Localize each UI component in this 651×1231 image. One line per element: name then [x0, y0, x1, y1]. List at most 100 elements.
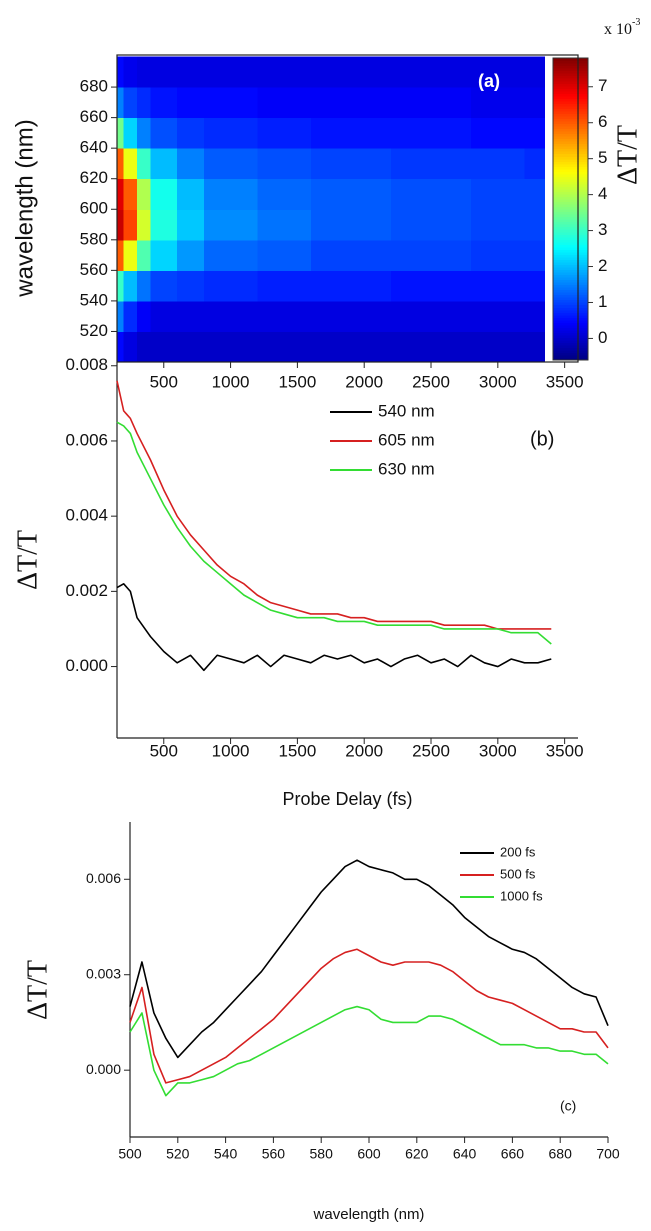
heatmap-cell: [137, 300, 151, 332]
colorbar-swatch: [553, 80, 588, 84]
heatmap-cell: [150, 331, 178, 363]
colorbar-swatch: [553, 75, 588, 79]
colorbar-swatch: [553, 83, 588, 87]
x-axis-label: wavelength (nm): [313, 1206, 425, 1223]
heatmap-cell: [310, 209, 392, 241]
colorbar-swatch: [553, 148, 588, 152]
colorbar-swatch: [553, 284, 588, 288]
heatmap-cell: [177, 117, 205, 149]
colorbar-swatch: [553, 322, 588, 326]
heatmap-cell: [203, 178, 258, 210]
colorbar-swatch: [553, 226, 588, 230]
heatmap-cell: [117, 87, 125, 119]
colorbar-swatch: [553, 324, 588, 328]
heatmap-cell: [310, 331, 392, 363]
colorbar-swatch: [553, 146, 588, 150]
colorbar-swatch: [553, 133, 588, 137]
heatmap-cell: [203, 270, 258, 302]
heatmap-cell: [203, 239, 258, 271]
y-tick-label: 0.000: [65, 656, 108, 675]
colorbar-tick-label: 7: [598, 76, 607, 95]
heatmap-cell: [177, 239, 205, 271]
heatmap-cell: [471, 239, 526, 271]
colorbar-swatch: [553, 299, 588, 303]
colorbar-swatch: [553, 352, 588, 356]
data-line: [129, 948, 609, 1084]
heatmap-cell: [123, 148, 138, 180]
colorbar-swatch: [553, 188, 588, 192]
x-tick-label: 600: [357, 1146, 381, 1162]
colorbar-swatch: [553, 292, 588, 296]
y-tick-label: 640: [80, 138, 108, 157]
colorbar-swatch: [553, 196, 588, 200]
heatmap-cell: [203, 209, 258, 241]
x-tick-label: 520: [166, 1146, 190, 1162]
y-tick-label: 520: [80, 321, 108, 340]
heatmap-cell: [471, 300, 526, 332]
heatmap-cell: [524, 117, 546, 149]
colorbar-swatch: [553, 198, 588, 203]
colorbar-frame: [552, 57, 589, 361]
colorbar-swatch: [553, 153, 588, 157]
colorbar-tick-label: 2: [598, 256, 607, 275]
x-tick-label: 3000: [479, 741, 517, 760]
colorbar-swatch: [553, 332, 588, 336]
heatmap-cell: [123, 300, 138, 332]
x-tick-label: 500: [118, 1146, 142, 1162]
colorbar-swatch: [553, 261, 588, 265]
colorbar-swatch: [553, 279, 588, 283]
colorbar-swatch: [553, 347, 588, 351]
panel-annotation: (b): [530, 428, 554, 450]
colorbar-swatch: [553, 65, 588, 69]
heatmap-cell: [471, 117, 526, 149]
colorbar-swatch: [553, 98, 588, 102]
x-tick-label: 580: [310, 1146, 334, 1162]
heatmap-cell: [524, 178, 546, 210]
heatmap-cell: [117, 148, 125, 180]
y-tick-label: 580: [80, 229, 108, 248]
colorbar-swatch: [553, 191, 588, 195]
heatmap-cell: [177, 87, 205, 119]
legend-label: 630 nm: [378, 459, 435, 478]
x-axis-label: Probe Delay (fs): [282, 789, 412, 809]
heatmap-cell: [471, 209, 526, 241]
heatmap-cell: [137, 87, 151, 119]
colorbar-swatch: [553, 302, 588, 306]
heatmap-cell: [137, 178, 151, 210]
heatmap-cell: [390, 300, 472, 332]
colorbar-swatch: [553, 163, 588, 167]
y-axis-label: ΔT/T: [12, 530, 43, 590]
colorbar-scale-base: x 10: [604, 21, 632, 38]
colorbar-swatch: [553, 156, 588, 160]
heatmap-cell: [150, 87, 178, 119]
colorbar-swatch: [553, 312, 588, 316]
panel-annotation: (c): [560, 1098, 576, 1114]
y-tick-label: 0.006: [65, 430, 108, 449]
heatmap-cell: [257, 178, 312, 210]
heatmap-cell: [203, 331, 258, 363]
colorbar-swatch: [553, 249, 588, 253]
heatmap-cell: [390, 239, 472, 271]
colorbar-swatch: [553, 115, 588, 119]
colorbar-swatch: [553, 63, 588, 67]
colorbar-swatch: [553, 68, 588, 72]
colorbar-swatch: [553, 319, 588, 323]
heatmap-cell: [117, 270, 125, 302]
colorbar-swatch: [553, 339, 588, 343]
legend-label: 1000 fs: [500, 888, 543, 903]
colorbar-swatch: [553, 186, 588, 190]
colorbar-swatch: [553, 136, 588, 140]
colorbar-swatch: [553, 234, 588, 238]
heatmap-cell: [123, 117, 138, 149]
colorbar-swatch: [553, 244, 588, 248]
heatmap-cell: [177, 300, 205, 332]
heatmap-cell: [257, 87, 312, 119]
colorbar-swatch: [553, 349, 588, 354]
y-tick-label: 0.003: [86, 965, 121, 981]
colorbar-swatch: [553, 151, 588, 155]
colorbar-swatch: [553, 85, 588, 89]
heatmap-cell: [310, 239, 392, 271]
colorbar-swatch: [553, 171, 588, 175]
x-tick-label: 1000: [212, 741, 250, 760]
y-axis-label: ΔT/T: [22, 960, 53, 1020]
